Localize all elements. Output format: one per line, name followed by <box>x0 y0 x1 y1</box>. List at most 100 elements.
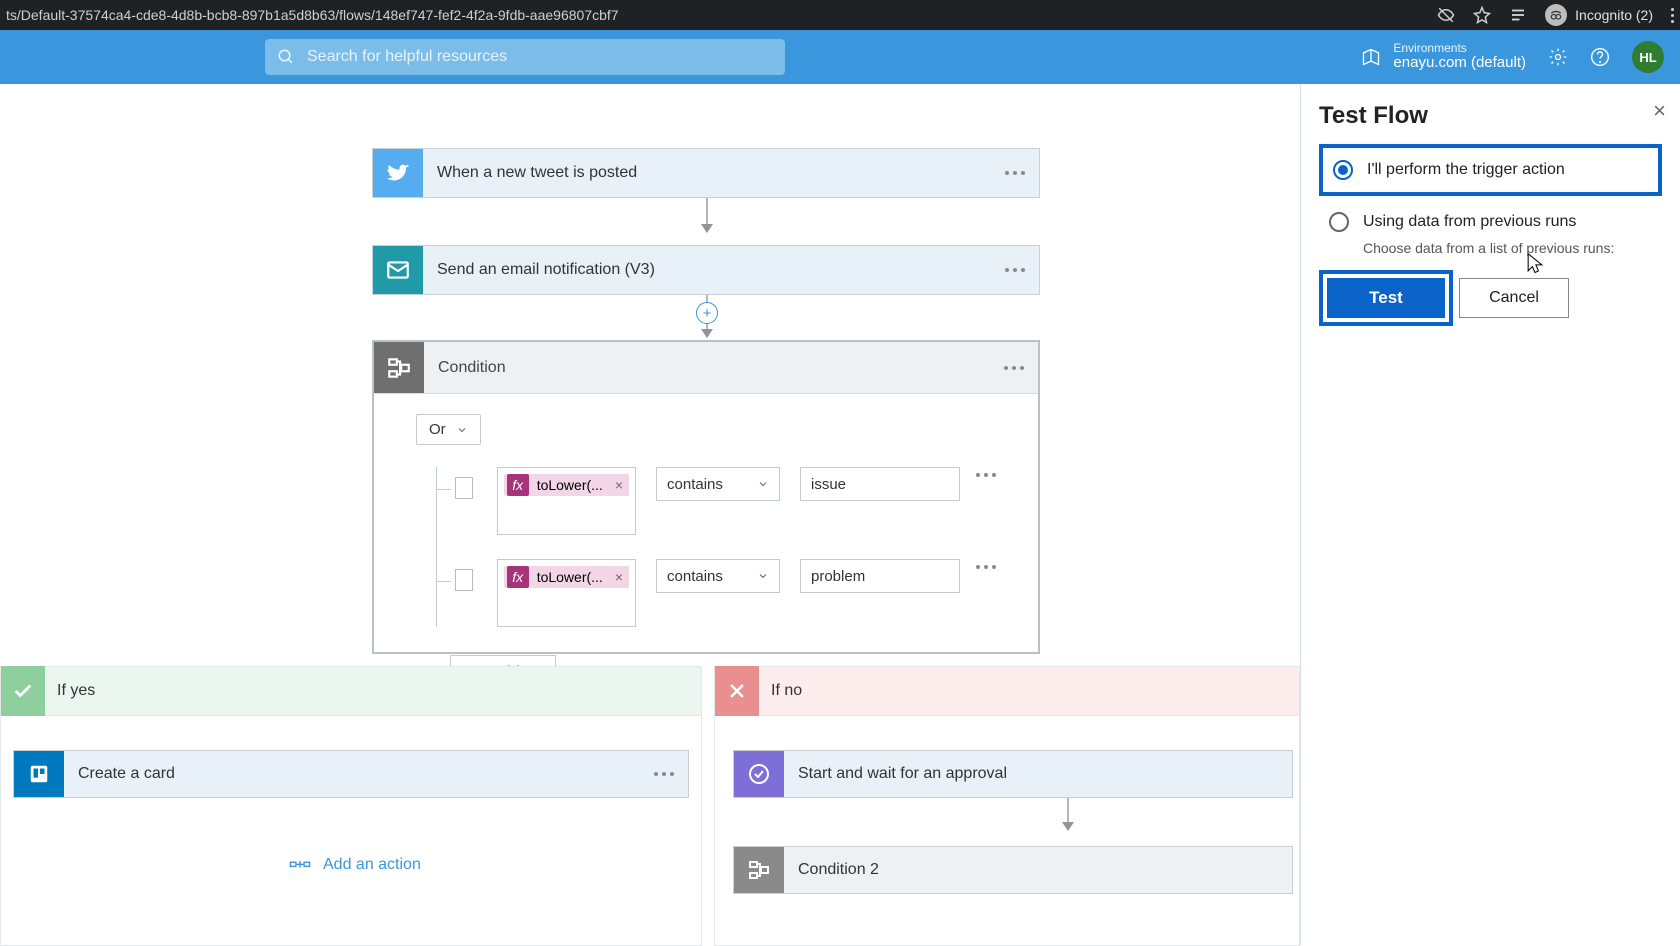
trigger-title: When a new tweet is posted <box>423 149 991 197</box>
incognito-badge[interactable]: Incognito (2) <box>1545 4 1653 26</box>
rule-operator-select[interactable]: contains <box>656 559 780 593</box>
panel-title: Test Flow <box>1319 102 1662 130</box>
if-no-body: Start and wait for an approval Condition… <box>714 716 1300 946</box>
rule-menu[interactable] <box>976 565 996 569</box>
condition-title: Condition <box>424 342 990 393</box>
rule-menu[interactable] <box>976 473 996 477</box>
panel-buttons: Test Cancel <box>1319 270 1662 326</box>
approval-title: Start and wait for an approval <box>784 751 1292 797</box>
group-operator-label: Or <box>429 421 446 438</box>
trigger-card[interactable]: When a new tweet is posted <box>372 148 1040 198</box>
group-operator-button[interactable]: Or <box>416 414 481 445</box>
gear-icon[interactable] <box>1548 47 1568 67</box>
token-label: toLower(... <box>537 477 603 493</box>
reading-list-icon[interactable] <box>1509 6 1527 24</box>
if-yes-body: Create a card Add an action <box>0 716 702 946</box>
app-header: Environments enayu.com (default) HL <box>0 30 1680 84</box>
rule-value-input[interactable] <box>800 467 960 501</box>
radio-label: Using data from previous runs <box>1363 213 1576 231</box>
add-step-node[interactable]: + <box>696 302 718 324</box>
condition-rule-row: fx toLower(... × contains <box>437 559 996 627</box>
operator-label: contains <box>667 568 723 585</box>
radio-option-previous[interactable]: Using data from previous runs <box>1319 200 1662 244</box>
env-name: enayu.com (default) <box>1393 55 1526 72</box>
card-menu[interactable] <box>991 246 1039 294</box>
chevron-down-icon <box>757 570 769 582</box>
mail-icon <box>373 246 423 294</box>
incognito-label: Incognito (2) <box>1575 7 1653 23</box>
test-flow-panel: Test Flow × I'll perform the trigger act… <box>1300 84 1680 945</box>
expression-token[interactable]: fx toLower(... × <box>504 474 629 496</box>
operator-label: contains <box>667 476 723 493</box>
condition2-title: Condition 2 <box>784 847 1292 893</box>
radio-selected[interactable] <box>1333 160 1353 180</box>
panel-close-button[interactable]: × <box>1653 98 1666 124</box>
eye-off-icon[interactable] <box>1437 6 1455 24</box>
connector-arrow <box>1067 798 1069 830</box>
radio-option-manual[interactable]: I'll perform the trigger action <box>1319 144 1662 196</box>
fx-icon: fx <box>507 566 529 588</box>
add-action-label: Add an action <box>323 856 421 874</box>
test-button-highlight: Test <box>1319 270 1453 326</box>
if-no-header[interactable]: If no <box>714 666 1300 716</box>
test-button[interactable]: Test <box>1327 278 1445 318</box>
email-step-card[interactable]: Send an email notification (V3) <box>372 245 1040 295</box>
token-remove[interactable]: × <box>615 569 623 585</box>
cancel-button[interactable]: Cancel <box>1459 278 1569 318</box>
search-box[interactable] <box>265 39 785 75</box>
card-menu[interactable] <box>990 342 1038 393</box>
token-remove[interactable]: × <box>615 477 623 493</box>
search-icon <box>277 48 295 66</box>
email-step-title: Send an email notification (V3) <box>423 246 991 294</box>
approval-step[interactable]: Start and wait for an approval <box>733 750 1293 798</box>
radio-label: I'll perform the trigger action <box>1367 161 1565 179</box>
search-input[interactable] <box>307 48 773 66</box>
rule-value-input[interactable] <box>800 559 960 593</box>
chevron-down-icon <box>456 424 468 436</box>
rule-left-operand[interactable]: fx toLower(... × <box>497 559 636 627</box>
environment-icon <box>1361 47 1381 67</box>
condition-rule-row: fx toLower(... × contains <box>437 467 996 535</box>
if-no-label: If no <box>759 682 802 700</box>
browser-actions: Incognito (2) <box>1437 4 1674 26</box>
header-right: Environments enayu.com (default) HL <box>1361 30 1664 84</box>
create-card-step[interactable]: Create a card <box>13 750 689 798</box>
add-action-button[interactable]: Add an action <box>289 856 421 874</box>
fx-icon: fx <box>507 474 529 496</box>
trello-icon <box>14 751 64 797</box>
condition-card[interactable]: Condition Or fx toLower(... × <box>372 340 1040 654</box>
expression-token[interactable]: fx toLower(... × <box>504 566 629 588</box>
environment-picker[interactable]: Environments enayu.com (default) <box>1361 42 1526 72</box>
radio-subtext: Choose data from a list of previous runs… <box>1319 240 1662 256</box>
create-card-title: Create a card <box>64 751 640 797</box>
rule-checkbox[interactable] <box>455 477 473 499</box>
rule-left-operand[interactable]: fx toLower(... × <box>497 467 636 535</box>
condition-header[interactable]: Condition <box>374 342 1038 394</box>
condition2-step[interactable]: Condition 2 <box>733 846 1293 894</box>
browser-chrome-bar: ts/Default-37574ca4-cde8-4d8b-bcb8-897b1… <box>0 0 1680 30</box>
rule-checkbox[interactable] <box>455 569 473 591</box>
help-icon[interactable] <box>1590 47 1610 67</box>
condition-icon <box>374 342 424 393</box>
if-yes-label: If yes <box>45 682 95 700</box>
browser-url: ts/Default-37574ca4-cde8-4d8b-bcb8-897b1… <box>6 7 619 23</box>
card-menu[interactable] <box>991 149 1039 197</box>
add-action-icon <box>289 856 311 874</box>
token-label: toLower(... <box>537 569 603 585</box>
incognito-icon <box>1545 4 1567 26</box>
approval-icon <box>734 751 784 797</box>
card-menu[interactable] <box>640 751 688 797</box>
if-yes-header[interactable]: If yes <box>0 666 702 716</box>
twitter-icon <box>373 149 423 197</box>
close-icon <box>715 666 759 716</box>
check-icon <box>1 666 45 716</box>
browser-menu-icon[interactable] <box>1671 8 1674 23</box>
user-avatar[interactable]: HL <box>1632 41 1664 73</box>
env-label: Environments <box>1393 42 1526 55</box>
connector-arrow <box>706 198 708 232</box>
chevron-down-icon <box>757 478 769 490</box>
radio-unselected[interactable] <box>1329 212 1349 232</box>
rule-operator-select[interactable]: contains <box>656 467 780 501</box>
star-icon[interactable] <box>1473 6 1491 24</box>
condition-icon <box>734 847 784 893</box>
